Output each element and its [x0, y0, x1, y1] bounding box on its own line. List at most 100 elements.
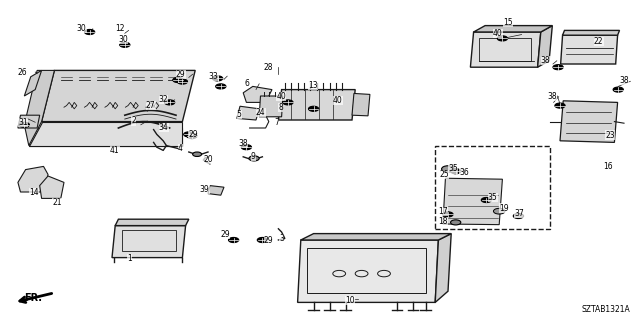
Circle shape [283, 100, 293, 105]
Polygon shape [29, 128, 182, 146]
Circle shape [228, 237, 239, 243]
Text: 29: 29 [264, 236, 273, 245]
Text: 40: 40 [493, 29, 502, 38]
Circle shape [497, 36, 508, 41]
Polygon shape [470, 32, 541, 67]
Polygon shape [301, 234, 451, 240]
Text: 10: 10 [346, 296, 355, 305]
Circle shape [241, 145, 252, 150]
Text: 25: 25 [439, 170, 449, 179]
Text: 40: 40 [276, 92, 286, 101]
Polygon shape [40, 176, 64, 198]
Text: 35: 35 [488, 193, 497, 202]
Text: 38: 38 [238, 139, 248, 148]
Text: 28: 28 [264, 63, 273, 72]
Circle shape [177, 79, 188, 84]
Text: 27: 27 [146, 101, 156, 110]
Text: 19: 19 [499, 204, 509, 212]
Text: 21: 21 [52, 198, 62, 207]
Circle shape [555, 103, 565, 108]
Text: SZTAB1321A: SZTAB1321A [582, 305, 630, 314]
Text: 37: 37 [515, 209, 524, 218]
Circle shape [164, 100, 175, 105]
Text: 29: 29 [188, 130, 198, 139]
Circle shape [443, 212, 453, 217]
Circle shape [613, 87, 623, 92]
Circle shape [451, 220, 461, 225]
Polygon shape [538, 26, 552, 67]
Text: 41: 41 [110, 146, 120, 155]
Text: 24: 24 [256, 108, 266, 117]
Text: 29: 29 [176, 70, 186, 79]
Polygon shape [237, 106, 259, 120]
Polygon shape [29, 122, 182, 146]
Text: 5: 5 [237, 110, 242, 119]
Text: 12: 12 [115, 24, 125, 33]
Polygon shape [24, 70, 42, 96]
Circle shape [184, 132, 194, 137]
Text: 35: 35 [448, 164, 458, 173]
Polygon shape [563, 30, 620, 35]
Circle shape [308, 106, 319, 111]
Polygon shape [561, 35, 618, 64]
Circle shape [451, 169, 461, 174]
Text: 3: 3 [279, 234, 284, 243]
Text: 15: 15 [503, 18, 513, 27]
Text: 9: 9 [251, 152, 256, 161]
Bar [122, 230, 176, 251]
Bar [435, 146, 550, 229]
Polygon shape [266, 107, 282, 117]
Text: 23: 23 [605, 131, 615, 140]
Polygon shape [435, 234, 451, 302]
Circle shape [193, 152, 202, 156]
Text: 16: 16 [603, 162, 612, 171]
Text: FR.: FR. [24, 293, 42, 303]
Bar [307, 248, 426, 293]
Polygon shape [259, 96, 283, 117]
Circle shape [84, 29, 95, 35]
Text: 31: 31 [18, 118, 28, 127]
Text: 39: 39 [200, 185, 209, 194]
Text: 7: 7 [274, 118, 279, 127]
Text: 18: 18 [438, 217, 448, 226]
Circle shape [249, 156, 259, 161]
Polygon shape [352, 93, 370, 116]
Polygon shape [42, 70, 195, 122]
Polygon shape [474, 26, 552, 32]
Text: 4: 4 [178, 144, 183, 153]
Text: 26: 26 [18, 68, 28, 76]
Text: 38: 38 [620, 76, 629, 85]
Circle shape [513, 213, 524, 219]
Text: 8: 8 [278, 103, 283, 112]
Polygon shape [298, 240, 438, 302]
Text: 2: 2 [131, 116, 136, 125]
Circle shape [187, 133, 197, 139]
Text: 14: 14 [29, 188, 38, 197]
Polygon shape [208, 186, 224, 195]
Circle shape [19, 122, 29, 127]
Text: 38: 38 [547, 92, 557, 100]
Polygon shape [112, 226, 186, 258]
Text: 1: 1 [127, 254, 131, 263]
Text: 40: 40 [333, 96, 342, 105]
Polygon shape [18, 166, 48, 192]
Text: 6: 6 [244, 79, 250, 88]
Polygon shape [243, 86, 272, 102]
Polygon shape [24, 70, 54, 146]
Circle shape [553, 65, 563, 70]
Text: 32: 32 [159, 95, 168, 104]
Text: 33: 33 [209, 72, 218, 81]
Polygon shape [560, 101, 618, 142]
Text: 22: 22 [594, 37, 604, 46]
Circle shape [212, 76, 223, 81]
Text: 36: 36 [460, 168, 469, 177]
Polygon shape [278, 90, 355, 120]
Text: 30: 30 [118, 35, 128, 44]
Circle shape [120, 42, 130, 47]
Text: 38: 38 [541, 56, 550, 65]
Circle shape [257, 237, 268, 243]
Text: 13: 13 [308, 81, 318, 90]
Text: 29: 29 [220, 230, 230, 239]
Text: 30: 30 [77, 24, 86, 33]
Circle shape [216, 84, 226, 89]
